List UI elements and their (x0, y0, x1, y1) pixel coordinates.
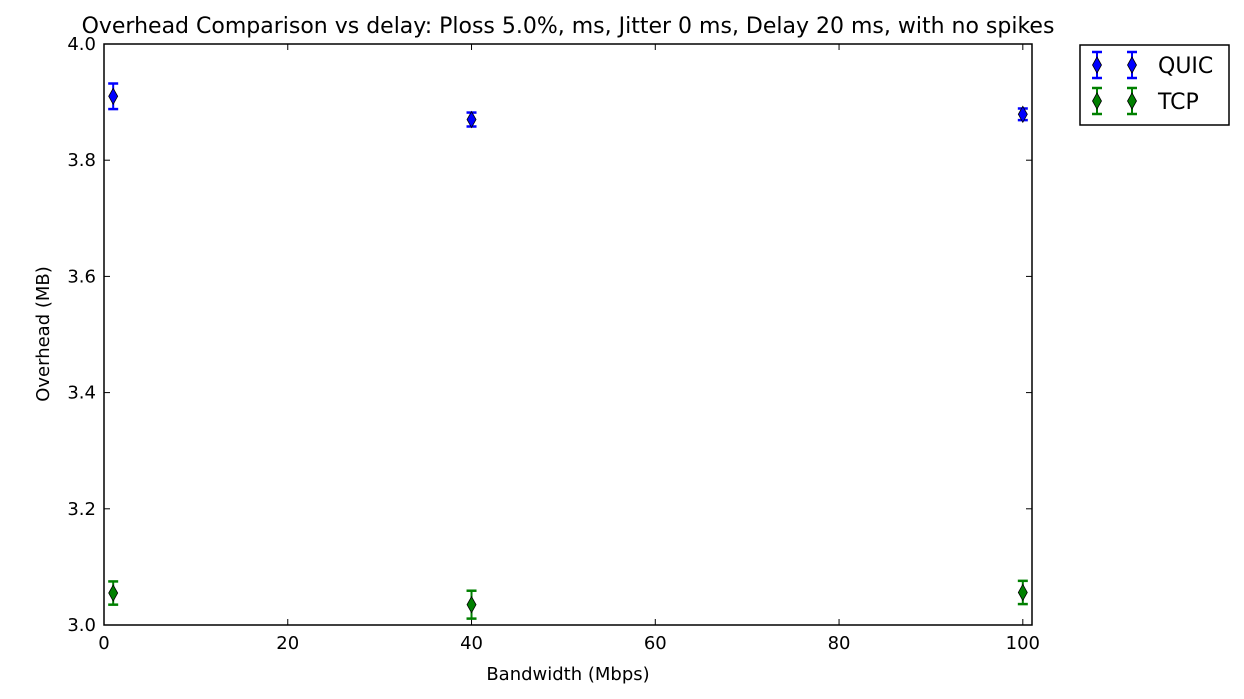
x-tick-label: 80 (828, 633, 851, 654)
legend-marker (1127, 56, 1137, 74)
legend-entry-tcp: TCP (1092, 86, 1199, 116)
data-point (108, 87, 119, 106)
y-tick-label: 4.0 (67, 34, 96, 55)
data-point (108, 584, 119, 602)
tick-labels: 0 20 40 60 80 100 3.0 3.2 3.4 3.6 3.8 4.0 (67, 34, 1040, 654)
x-tick-label: 40 (460, 633, 483, 654)
y-tick-label: 3.6 (67, 266, 96, 287)
data-marks (108, 82, 1028, 620)
axis-ticks (103, 43, 1032, 626)
legend-frame (1079, 44, 1230, 126)
legend-entry-quic: QUIC (1092, 50, 1213, 80)
chart-title: Overhead Comparison vs delay: Ploss 5.0%… (82, 14, 1055, 39)
data-point (466, 595, 477, 614)
legend-label: QUIC (1158, 54, 1213, 79)
plot-area-frame (103, 43, 1033, 626)
legend-label: TCP (1157, 90, 1199, 115)
x-tick-label: 100 (1006, 633, 1040, 654)
data-point (466, 110, 477, 129)
x-tick-label: 60 (644, 633, 667, 654)
y-tick-label: 3.4 (67, 383, 96, 404)
data-point (1017, 105, 1028, 124)
y-tick-label: 3.2 (67, 499, 96, 520)
series-tcp (108, 579, 1028, 620)
y-tick-label: 3.8 (67, 150, 96, 171)
legend-marker (1092, 56, 1102, 74)
legend-marker (1092, 92, 1102, 110)
series-quic (108, 82, 1028, 129)
y-axis-label: Overhead (MB) (33, 266, 54, 402)
data-point (1017, 583, 1028, 602)
x-axis-label: Bandwidth (Mbps) (486, 664, 649, 685)
x-tick-label: 0 (98, 633, 109, 654)
legend: QUIC TCP (1079, 44, 1230, 126)
x-tick-label: 20 (276, 633, 299, 654)
y-tick-label: 3.0 (67, 615, 96, 636)
legend-marker (1127, 92, 1137, 110)
